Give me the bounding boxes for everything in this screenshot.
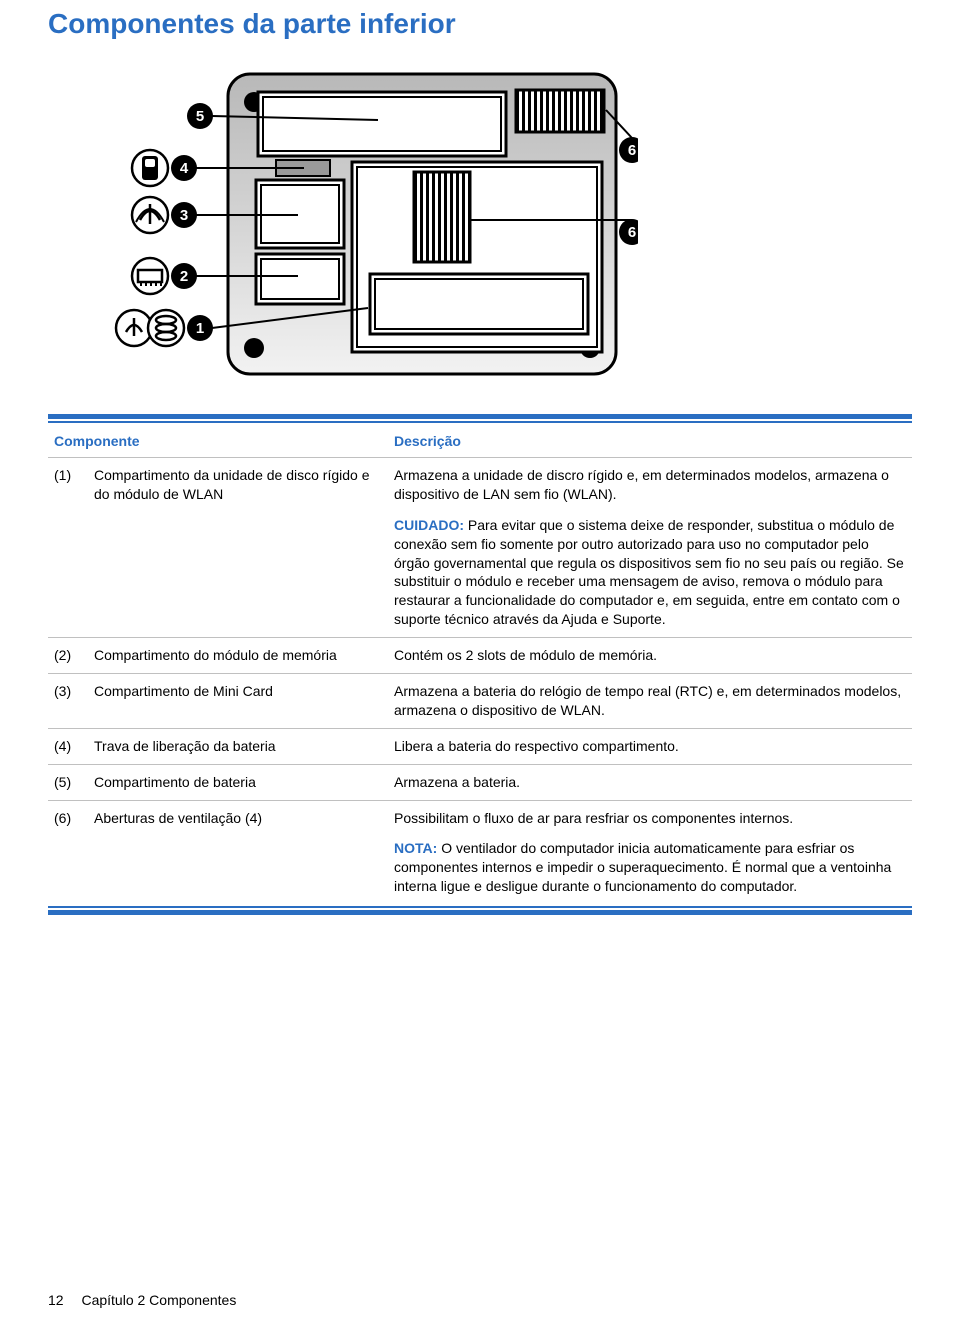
row-description: Armazena a unidade de discro rígido e, e… (388, 458, 912, 637)
callout-5-label: 5 (196, 108, 204, 125)
table-row: (6)Aberturas de ventilação (4) Possibilit… (48, 801, 912, 905)
description-text: O ventilador do computador inicia automa… (394, 840, 891, 894)
description-paragraph: NOTA: O ventilador do computador inicia … (394, 839, 906, 896)
page-number: 12 (48, 1292, 64, 1308)
row-number: (4) (48, 729, 88, 764)
description-paragraph: Armazena a bateria do relógio de tempo r… (394, 682, 906, 720)
description-paragraph: Armazena a unidade de discro rígido e, e… (394, 466, 906, 504)
row-description: Armazena a bateria do relógio de tempo r… (388, 674, 912, 728)
row-number: (6) (48, 801, 88, 905)
battery-compartment-icon (258, 92, 506, 156)
callout-6b-label: 6 (628, 224, 636, 241)
description-text: Contém os 2 slots de módulo de memória. (394, 647, 657, 663)
table-row: (5)Compartimento de bateria Armazena a ba… (48, 765, 912, 800)
row-description: Possibilitam o fluxo de ar para resfriar… (388, 801, 912, 905)
cue-label: NOTA: (394, 840, 437, 856)
description-paragraph: Possibilitam o fluxo de ar para resfriar… (394, 809, 906, 828)
components-table: Componente Descrição (1)Compartimento da… (48, 423, 912, 904)
table-row: (3)Compartimento de Mini CardArmazena a … (48, 674, 912, 728)
description-text: Armazena a bateria. (394, 774, 520, 790)
callout-2-label: 2 (180, 268, 188, 285)
callout-6a-label: 6 (628, 142, 636, 159)
memory-compartment-icon (256, 254, 344, 304)
description-text: Armazena a unidade de discro rígido e, e… (394, 467, 889, 502)
row-component: Aberturas de ventilação (4) (88, 801, 388, 905)
table-row: (2)Compartimento do módulo de memória Con… (48, 638, 912, 673)
description-text: Para evitar que o sistema deixe de respo… (394, 517, 904, 627)
row-description: Contém os 2 slots de módulo de memória. (388, 638, 912, 673)
table-bottom-rule-thin (48, 906, 912, 908)
description-text: Libera a bateria do respectivo compartim… (394, 738, 679, 754)
table-bottom-rule-thick (48, 910, 912, 915)
description-paragraph: Armazena a bateria. (394, 773, 906, 792)
callout-3-label: 3 (180, 207, 188, 224)
components-table-wrap: Componente Descrição (1)Compartimento da… (48, 414, 912, 915)
callout-4-label: 4 (180, 160, 189, 177)
row-description: Armazena a bateria. (388, 765, 912, 800)
description-paragraph: CUIDADO: Para evitar que o sistema deixe… (394, 516, 906, 629)
row-component: Compartimento de bateria (88, 765, 388, 800)
hdd-wlan-compartment-icon (352, 162, 602, 352)
row-component: Compartimento da unidade de disco rígido… (88, 458, 388, 637)
row-component: Compartimento do módulo de memória (88, 638, 388, 673)
th-component: Componente (48, 423, 388, 457)
row-number: (2) (48, 638, 88, 673)
row-number: (5) (48, 765, 88, 800)
table-row: (4)Trava de liberação da bateria Libera a… (48, 729, 912, 764)
cue-label: CUIDADO: (394, 517, 464, 533)
vent-top-right-icon (516, 90, 604, 132)
table-top-rule-thick (48, 414, 912, 419)
table-header-row: Componente Descrição (48, 423, 912, 457)
description-paragraph: Libera a bateria do respectivo compartim… (394, 737, 906, 756)
row-number: (3) (48, 674, 88, 728)
page-title: Componentes da parte inferior (48, 0, 912, 60)
row-component: Compartimento de Mini Card (88, 674, 388, 728)
row-component: Trava de liberação da bateria (88, 729, 388, 764)
callout-1-label: 1 (196, 320, 204, 337)
description-text: Armazena a bateria do relógio de tempo r… (394, 683, 901, 718)
bottom-components-diagram: 1 2 3 (108, 60, 638, 390)
row-number: (1) (48, 458, 88, 637)
chapter-label: Capítulo 2 Componentes (81, 1292, 236, 1308)
table-row: (1)Compartimento da unidade de disco ríg… (48, 458, 912, 637)
description-paragraph: Contém os 2 slots de módulo de memória. (394, 646, 906, 665)
page-footer: 12 Capítulo 2 Componentes (48, 1292, 236, 1308)
description-text: Possibilitam o fluxo de ar para resfriar… (394, 810, 793, 826)
th-description: Descrição (388, 423, 912, 457)
row-description: Libera a bateria do respectivo compartim… (388, 729, 912, 764)
